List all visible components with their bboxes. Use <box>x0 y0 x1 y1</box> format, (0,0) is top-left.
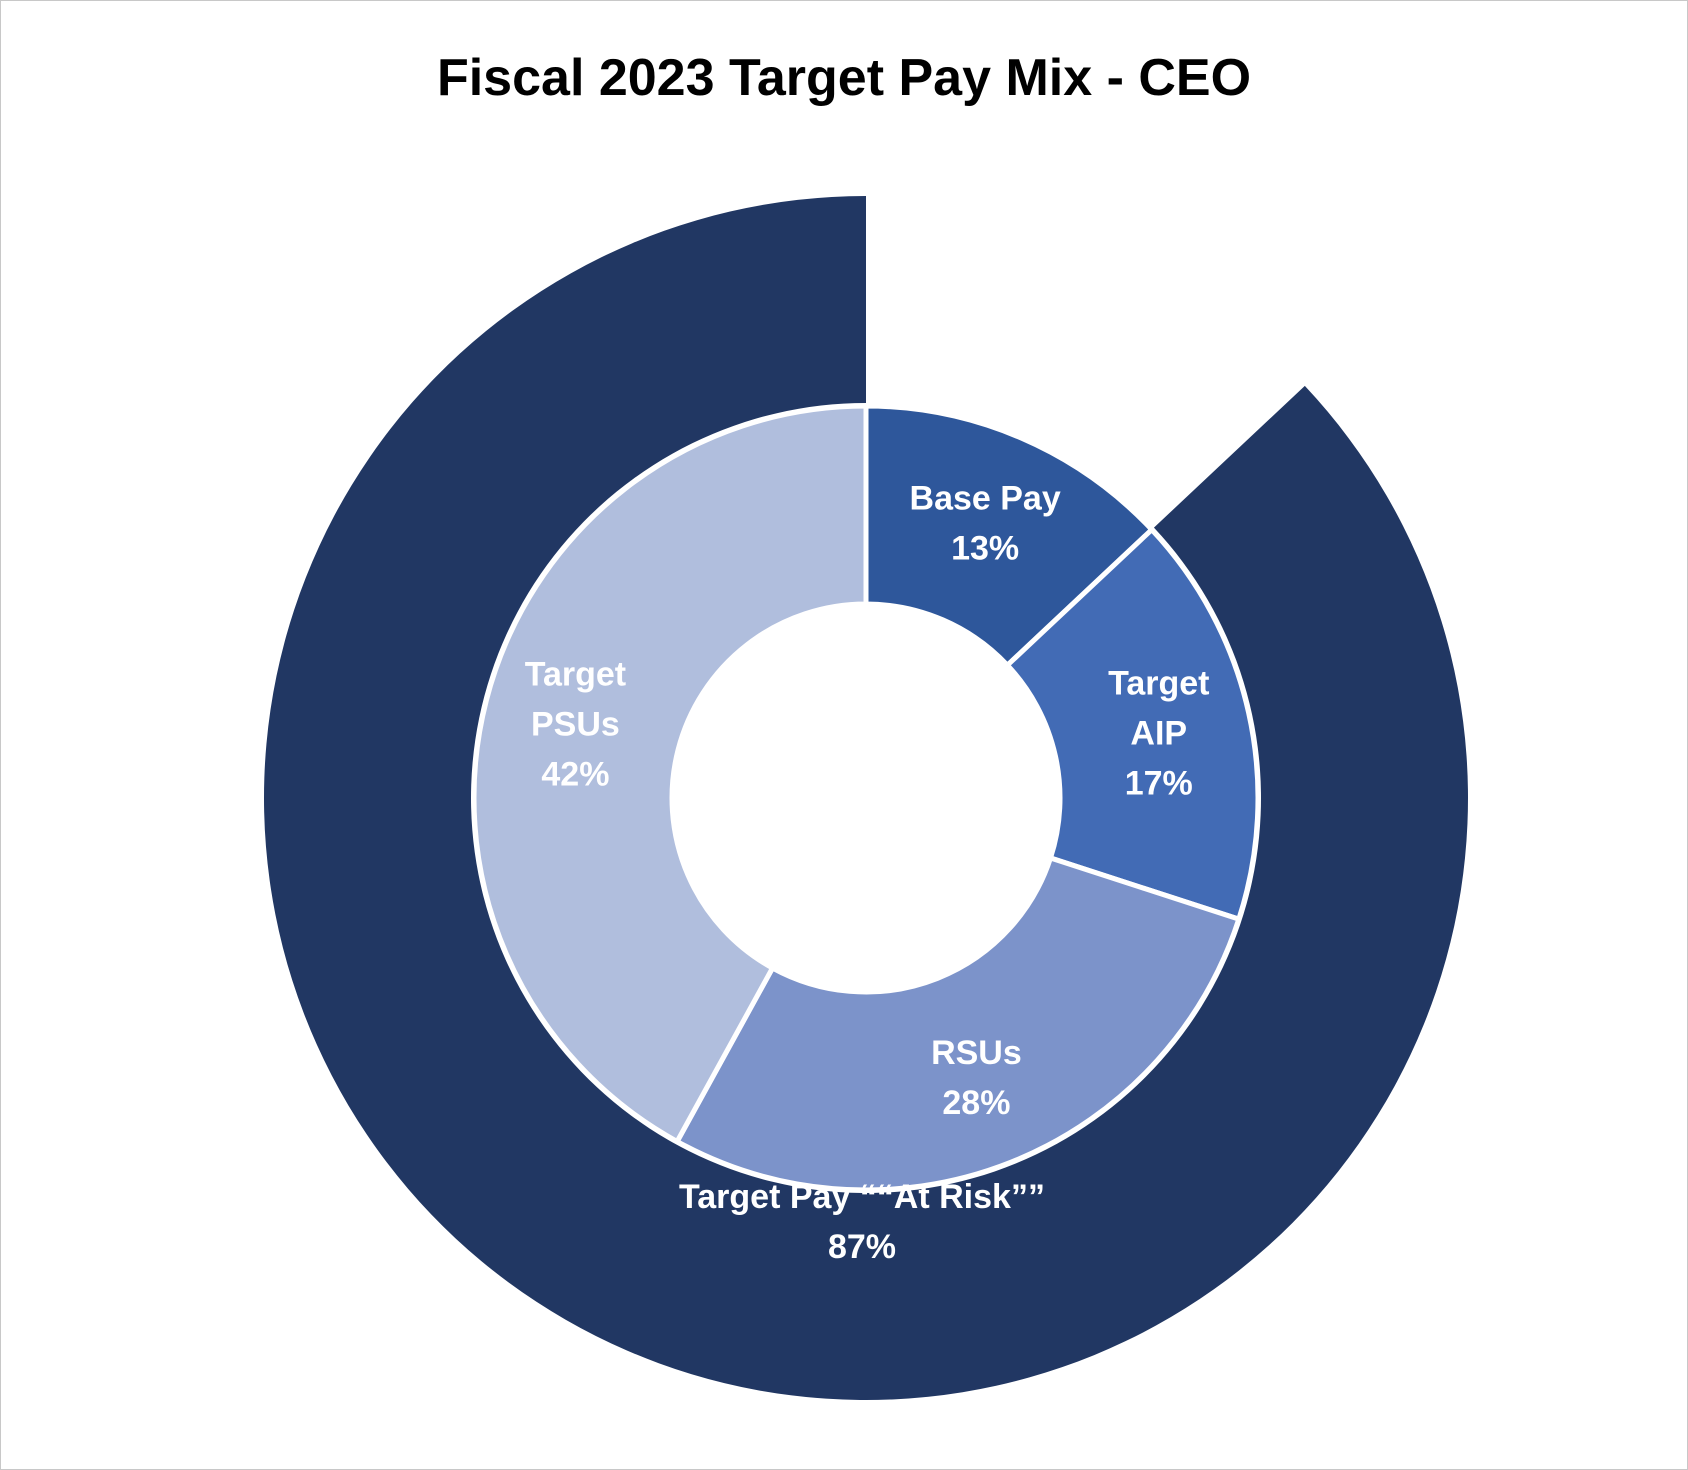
outer-label-target-pay-at-risk: Target Pay ““At Risk”” 87% <box>679 1178 1045 1266</box>
inner-label-base-pay: Base Pay 13% <box>910 480 1061 568</box>
inner-slice-target-psus <box>471 403 869 1145</box>
slice-labels: Base Pay 13% Target AIP 17% RSUs 28% Target PSUs… <box>525 480 1210 1266</box>
inner-label-rsus: RSUs 28% <box>931 1034 1022 1122</box>
outer-ring <box>263 196 1468 1401</box>
chart-title: Fiscal 2023 Target Pay Mix - CEO <box>436 49 1252 107</box>
inner-slice-target-aip <box>1003 526 1261 923</box>
inner-label-target-psus: Target PSUs 42% <box>525 655 626 793</box>
outer-slice-target-pay-at-risk <box>263 196 1468 1401</box>
inner-ring <box>471 403 1261 1193</box>
inner-slice-rsus <box>673 854 1242 1193</box>
inner-label-target-aip: Target AIP 17% <box>1108 665 1209 803</box>
inner-slice-base-pay <box>863 403 1156 669</box>
